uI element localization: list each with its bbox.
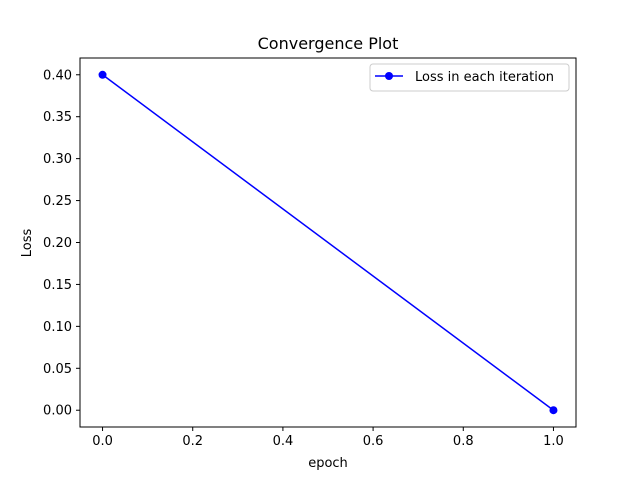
y-tick-label: 0.15: [43, 278, 72, 293]
x-axis-ticks: 0.0 0.2 0.4 0.6 0.8 1.0: [92, 427, 564, 449]
y-tick-label: 0.20: [43, 236, 72, 251]
y-tick-label: 0.00: [43, 404, 72, 419]
x-tick-label: 0.0: [92, 434, 113, 449]
x-tick-label: 0.2: [182, 434, 203, 449]
data-point: [98, 70, 107, 79]
x-axis-label: epoch: [308, 456, 348, 471]
y-tick-label: 0.10: [43, 320, 72, 335]
y-tick-label: 0.25: [43, 194, 72, 209]
y-tick-label: 0.35: [43, 110, 72, 125]
y-tick-label: 0.30: [43, 152, 72, 167]
chart-title: Convergence Plot: [258, 34, 399, 53]
series-line: [102, 74, 554, 411]
x-tick-label: 0.4: [273, 434, 294, 449]
y-axis-label: Loss: [20, 229, 35, 258]
x-tick-label: 0.8: [453, 434, 474, 449]
data-point: [549, 406, 558, 415]
x-tick-label: 1.0: [543, 434, 564, 449]
legend-marker: [385, 72, 393, 80]
legend-entry-label: Loss in each iteration: [415, 70, 554, 85]
y-tick-label: 0.40: [43, 68, 72, 83]
series-layer: [98, 70, 558, 415]
legend-box: [369, 63, 570, 92]
legend: Loss in each iteration: [369, 63, 570, 92]
x-tick-label: 0.6: [363, 434, 384, 449]
y-tick-label: 0.05: [43, 362, 72, 377]
y-axis-ticks: 0.00 0.05 0.10 0.15 0.20 0.25 0.30 0.35 0.40: [43, 68, 80, 419]
